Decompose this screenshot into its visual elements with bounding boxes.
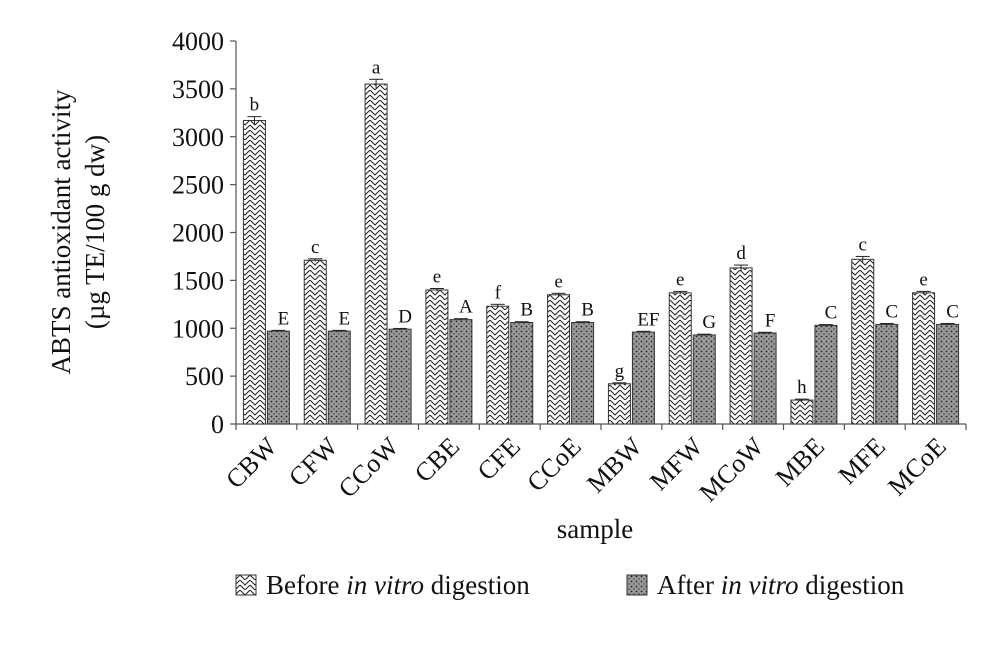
significance-letter-after: E bbox=[278, 308, 290, 329]
bar-after-digestion bbox=[327, 330, 351, 425]
x-axis-title: sample bbox=[557, 514, 633, 544]
x-category-label: MBW bbox=[581, 431, 648, 498]
significance-letter-after: G bbox=[702, 312, 716, 333]
bar-after-digestion bbox=[814, 324, 838, 425]
significance-letter-before: h bbox=[797, 377, 807, 398]
significance-letter-before: e bbox=[676, 269, 684, 290]
y-tick-label: 3000 bbox=[172, 123, 224, 152]
significance-letter-before: d bbox=[736, 243, 746, 264]
significance-letter-after: A bbox=[459, 297, 473, 318]
significance-letter-before: e bbox=[433, 267, 441, 288]
bar-before-digestion bbox=[547, 294, 571, 425]
significance-letter-before: c bbox=[859, 234, 867, 255]
x-category-label: MBE bbox=[770, 432, 830, 492]
bars-layer bbox=[242, 78, 960, 425]
significance-letter-before: g bbox=[615, 361, 625, 382]
y-tick-label: 2000 bbox=[172, 219, 224, 248]
significance-letter-before: a bbox=[372, 57, 381, 78]
significance-letter-before: b bbox=[250, 95, 260, 116]
bar-before-digestion bbox=[912, 292, 936, 425]
significance-letter-before: c bbox=[311, 237, 319, 258]
bar-before-digestion bbox=[790, 399, 814, 425]
y-tick-label: 4000 bbox=[172, 27, 224, 56]
y-tick-label: 500 bbox=[185, 362, 224, 391]
axes-layer: 0 500 1000 1500 2000 2500 3000 3500 4000 ABTS ant… bbox=[46, 27, 967, 544]
x-category-label: CCoW bbox=[333, 431, 405, 503]
bar-after-digestion bbox=[266, 330, 290, 425]
legend-swatch-before bbox=[235, 574, 257, 596]
x-category-label: CBE bbox=[409, 432, 465, 488]
bar-before-digestion bbox=[425, 289, 449, 425]
y-axis-title-line1: ABTS antioxidant activity bbox=[46, 89, 76, 374]
y-tick-label: 1500 bbox=[172, 266, 224, 295]
significance-letter-after: C bbox=[885, 301, 898, 322]
bar-after-digestion bbox=[692, 334, 716, 425]
bar-before-digestion bbox=[607, 383, 631, 425]
significance-letter-before: f bbox=[495, 282, 502, 303]
significance-letter-after: F bbox=[765, 310, 776, 331]
bar-before-digestion bbox=[364, 83, 388, 425]
bar-before-digestion bbox=[851, 258, 875, 425]
significance-letter-after: C bbox=[825, 303, 838, 324]
x-category-label: MCoE bbox=[882, 432, 952, 502]
significance-letter-before: e bbox=[554, 271, 562, 292]
bar-after-digestion bbox=[753, 332, 777, 425]
bar-after-digestion bbox=[449, 319, 473, 425]
significance-letter-after: D bbox=[398, 306, 412, 327]
y-tick-label: 0 bbox=[211, 410, 224, 439]
bar-before-digestion bbox=[242, 119, 266, 425]
x-category-label: CCoE bbox=[521, 432, 586, 497]
x-category-label: CBW bbox=[220, 431, 283, 494]
labels-layer: CBWbECFWcECCoWaDCBEeACFEfBCCoEeBMBWgEFMF… bbox=[220, 57, 959, 507]
bar-after-digestion bbox=[875, 323, 899, 425]
x-category-label: MCoW bbox=[694, 431, 770, 507]
legend-label-after: After in vitro digestion bbox=[657, 570, 905, 600]
y-tick-label: 1000 bbox=[172, 314, 224, 343]
y-tick-label: 3500 bbox=[172, 75, 224, 104]
significance-letter-after: EF bbox=[637, 309, 659, 330]
bar-before-digestion bbox=[486, 305, 510, 425]
y-axis-title-line2: (µg TE/100 g dw) bbox=[80, 135, 110, 329]
significance-letter-before: e bbox=[919, 269, 927, 290]
legend-label-before: Before in vitro digestion bbox=[266, 570, 530, 600]
legend-swatch-after bbox=[626, 574, 648, 596]
bar-after-digestion bbox=[388, 328, 412, 425]
x-category-label: CFE bbox=[472, 432, 526, 486]
y-tick-label: 2500 bbox=[172, 171, 224, 200]
legend-layer: Before in vitro digestion After in vitro … bbox=[235, 570, 905, 600]
bar-before-digestion bbox=[303, 259, 327, 425]
bar-after-digestion bbox=[571, 322, 595, 425]
bar-after-digestion bbox=[510, 322, 534, 425]
bar-after-digestion bbox=[936, 323, 960, 425]
bar-after-digestion bbox=[631, 331, 655, 425]
significance-letter-after: B bbox=[520, 300, 533, 321]
bar-before-digestion bbox=[668, 292, 692, 425]
significance-letter-after: C bbox=[946, 301, 959, 322]
significance-letter-after: B bbox=[581, 300, 594, 321]
significance-letter-after: E bbox=[338, 308, 350, 329]
bar-before-digestion bbox=[729, 267, 753, 425]
